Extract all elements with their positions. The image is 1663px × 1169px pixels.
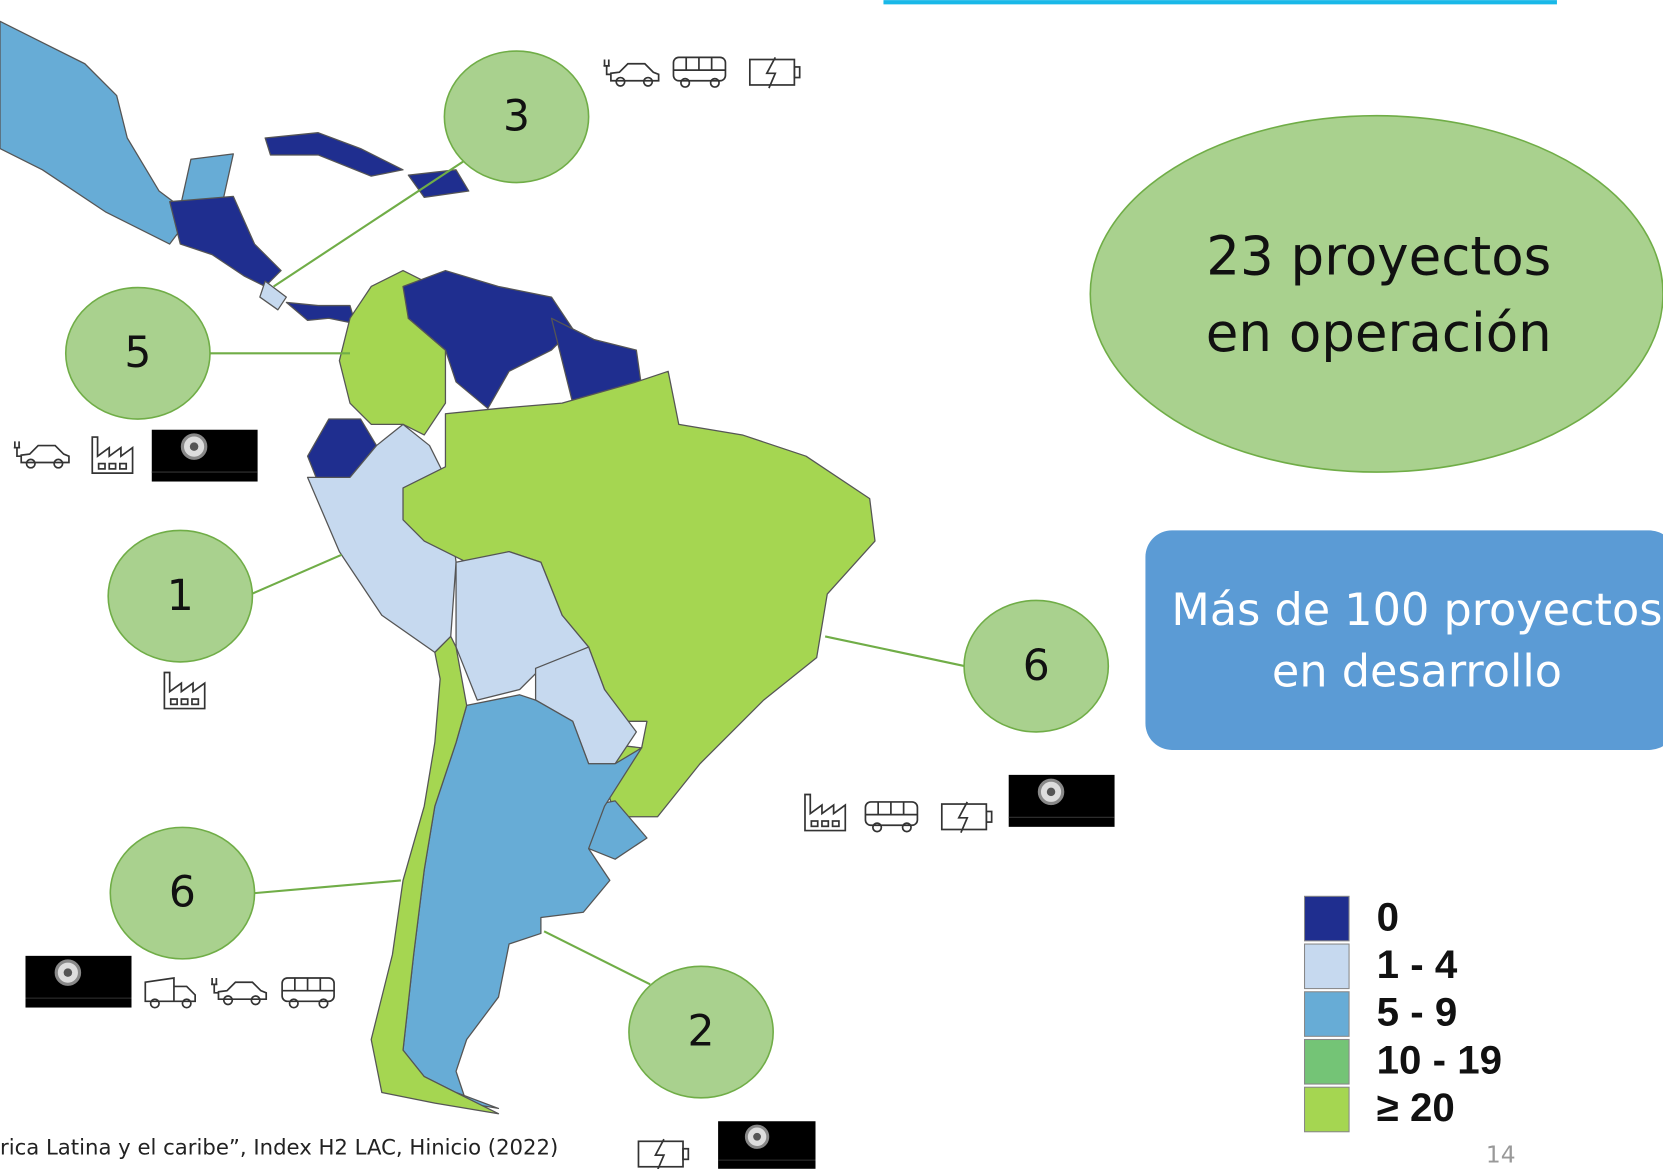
operating-summary: 23 proyectos en operación [1089,114,1663,473]
legend-swatch [1303,991,1350,1037]
bubble-label: 6 [169,869,196,918]
bubble [963,599,1110,733]
factory-icon [91,436,134,474]
summary-line: Más de 100 proyectos [1171,584,1662,636]
costa-rica [259,280,287,311]
legend-label: 0 [1377,894,1399,939]
summary-box [1145,530,1663,750]
panama [285,301,356,325]
connector [824,635,966,668]
legend-swatch [1303,1038,1350,1085]
legend: 01 - 45 - 910 - 19≥ 20 [1303,894,1502,1133]
mexico [0,20,234,245]
legend-swatch [1303,1086,1350,1133]
venezuela [402,269,574,410]
legend-label: 5 - 9 [1377,990,1458,1035]
central-america [169,195,282,288]
battery-icon [748,56,801,89]
car-icon [602,58,660,87]
bubbles: 3 5 1 6 6 2 [64,50,1110,1099]
car-icon [210,977,268,1006]
legend-label: ≥ 20 [1377,1085,1455,1130]
developing-summary: Más de 100 proyectos en desarrollo [1145,530,1663,750]
connector [254,879,401,895]
car-icon [12,440,70,469]
cuba [264,132,404,177]
colombia [338,269,447,436]
legend-label: 1 - 4 [1377,942,1458,987]
summary-ellipse [1089,114,1663,473]
legend-label: 10 - 19 [1377,1037,1502,1082]
bubble [628,965,774,1099]
fuel-icon [25,955,132,1008]
hispaniola [407,169,470,199]
bus-icon [672,56,727,88]
bubble-label: 6 [1023,642,1050,691]
summary-line: en desarrollo [1272,646,1562,698]
bubble [107,529,254,663]
connector [543,930,651,986]
legend-swatch [1303,895,1350,942]
legend-swatch [1303,943,1350,990]
chile [370,635,500,1115]
bubble-label: 1 [167,572,194,621]
bubble [443,50,590,184]
factory-icon [804,793,847,832]
bubble [64,286,211,420]
bubble-label: 2 [688,1008,715,1057]
fuel-icon [151,429,258,482]
battery-icon [637,1138,690,1169]
battery-icon [940,801,993,834]
truck-icon [144,977,196,1009]
bubble-label: 3 [503,92,530,141]
bus-icon [864,801,919,833]
source-note: rica Latina y el caribe”, Index H2 LAC, … [0,1136,558,1161]
connector [250,553,342,596]
map [0,20,876,1115]
connectors [209,160,966,986]
page-number: 14 [1486,1141,1516,1169]
fuel-icon [716,1121,818,1169]
bubble [109,826,256,960]
summary-line: 23 proyectos [1206,226,1551,288]
connector [273,160,465,288]
bubble-label: 5 [124,329,151,378]
top-bar [883,0,1557,5]
bus-icon [281,977,335,1009]
summary-line: en operación [1206,302,1552,364]
fuel-icon [1008,774,1115,828]
factory-icon [163,671,206,710]
